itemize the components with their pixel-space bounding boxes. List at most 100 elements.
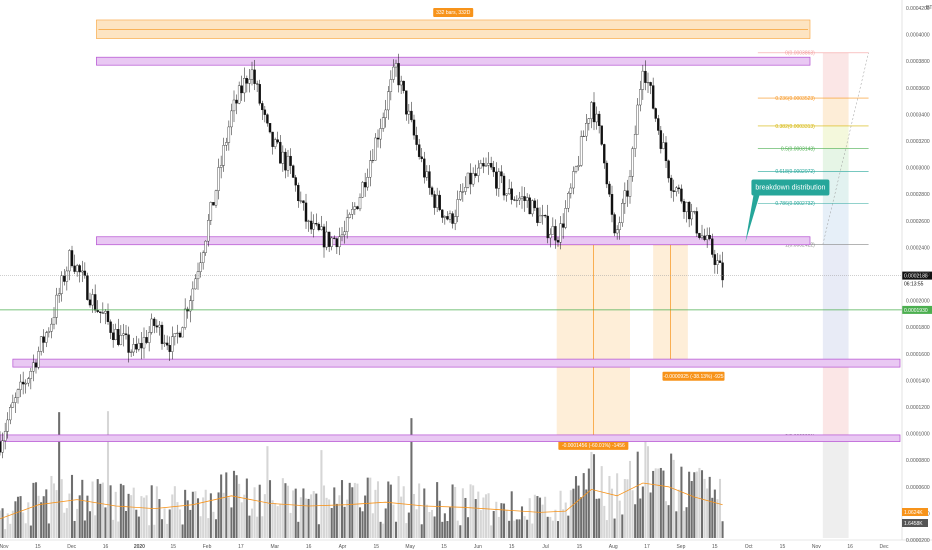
volume-bar (718, 478, 722, 538)
x-tick-label: 2020 (134, 544, 145, 550)
y-tick-label: 0.0001600 (906, 352, 930, 358)
volume-tag-bg (902, 508, 928, 516)
candle-body (81, 270, 84, 273)
y-tick-label: 0.0001400 (906, 378, 930, 384)
volume-bar (402, 486, 405, 538)
x-tick-label: 15 (509, 544, 515, 550)
candle-body (389, 79, 393, 92)
support-price-tag-bg (902, 305, 932, 314)
candle-body (374, 137, 377, 161)
candle-body (677, 187, 681, 190)
candle-body (75, 265, 79, 272)
volume-bar (446, 520, 449, 538)
candle-body (448, 213, 452, 220)
candle-body (415, 135, 418, 145)
volume-bar (379, 521, 382, 538)
volume-bar (448, 507, 452, 538)
fib-band (822, 436, 849, 538)
volume-bar (405, 523, 408, 538)
volume-bar (130, 495, 133, 538)
candle-body (687, 201, 691, 220)
x-tick-label: Feb (203, 544, 212, 550)
candle-body (204, 240, 207, 253)
volume-bar (505, 510, 508, 538)
volume-bar (644, 441, 647, 538)
volume-bar (531, 523, 534, 538)
volume-bar (554, 509, 557, 538)
candle-body (556, 240, 560, 243)
candle-body (649, 82, 652, 86)
volume-bar (297, 521, 300, 538)
candle-body (196, 271, 200, 280)
candle-body (3, 431, 7, 441)
candle-body (27, 378, 30, 384)
volume-tag-bg (902, 519, 928, 527)
volume-bar (220, 474, 223, 538)
volume-bar (294, 488, 297, 538)
volume-bar (569, 490, 572, 538)
volume-bar (60, 479, 63, 538)
volume-bar (451, 484, 454, 538)
candle-body (16, 389, 20, 398)
volume-bar (418, 483, 421, 538)
volume-bar (96, 479, 99, 538)
candle-body (271, 131, 274, 147)
volume-bar (266, 446, 269, 538)
volume-bar (585, 489, 588, 538)
fib-level-label: 0(0.0003863) (785, 51, 815, 57)
y-tick-label: 0.0004000 (906, 33, 930, 39)
candle-body (610, 194, 614, 215)
volume-bar (243, 494, 246, 538)
candle-body (109, 321, 112, 333)
countdown-label: 06:13:55 (904, 282, 924, 288)
volume-bar (55, 490, 58, 538)
volume-bar (621, 514, 624, 538)
candle-body (356, 206, 359, 210)
candle-body (567, 193, 570, 209)
volume-bar (16, 496, 20, 538)
candle-body (348, 214, 351, 218)
candle-body (654, 108, 657, 119)
volume-bar (281, 478, 284, 538)
candle-body (217, 167, 220, 191)
candle-body (281, 151, 285, 164)
volume-bar (24, 523, 27, 538)
candle-body (6, 419, 9, 432)
candle-body (297, 184, 300, 202)
volume-bar (245, 478, 248, 538)
volume-bar (358, 507, 362, 538)
volume-bar (209, 493, 212, 538)
fib-level-label: 1(0.0002422) (785, 242, 815, 248)
candle-body (237, 85, 241, 104)
candle-body (497, 171, 501, 189)
volume-bar (173, 486, 176, 538)
candle-body (587, 118, 591, 124)
candle-body (664, 142, 668, 162)
volume-bar (608, 475, 611, 538)
fibonacci-zone: 0(0.0003863) 0.236(0.0003523) 0.382(0.0003… (757, 51, 869, 538)
volume-bar (680, 466, 683, 538)
fib-band (822, 52, 849, 99)
volume-bar (238, 483, 241, 538)
candle-body (561, 223, 565, 228)
volume-bar (567, 515, 570, 538)
candle-body (626, 190, 629, 197)
volume-bar (27, 502, 30, 538)
volume-bar (549, 516, 552, 538)
candle-body (700, 235, 704, 238)
volume-bar (34, 482, 38, 538)
candle-body (410, 110, 413, 121)
candle-body (173, 333, 177, 337)
candle-body (531, 200, 534, 215)
volume-bar (436, 482, 439, 538)
candle-body (163, 342, 166, 344)
candle-body (55, 294, 58, 318)
callout-box (751, 179, 830, 196)
volume-bar (389, 484, 392, 538)
volume-bar (400, 496, 403, 538)
current-price-tag-bg (902, 271, 932, 280)
candle-body (500, 171, 503, 177)
volume-bar (199, 516, 202, 538)
volume-bar (415, 509, 418, 538)
